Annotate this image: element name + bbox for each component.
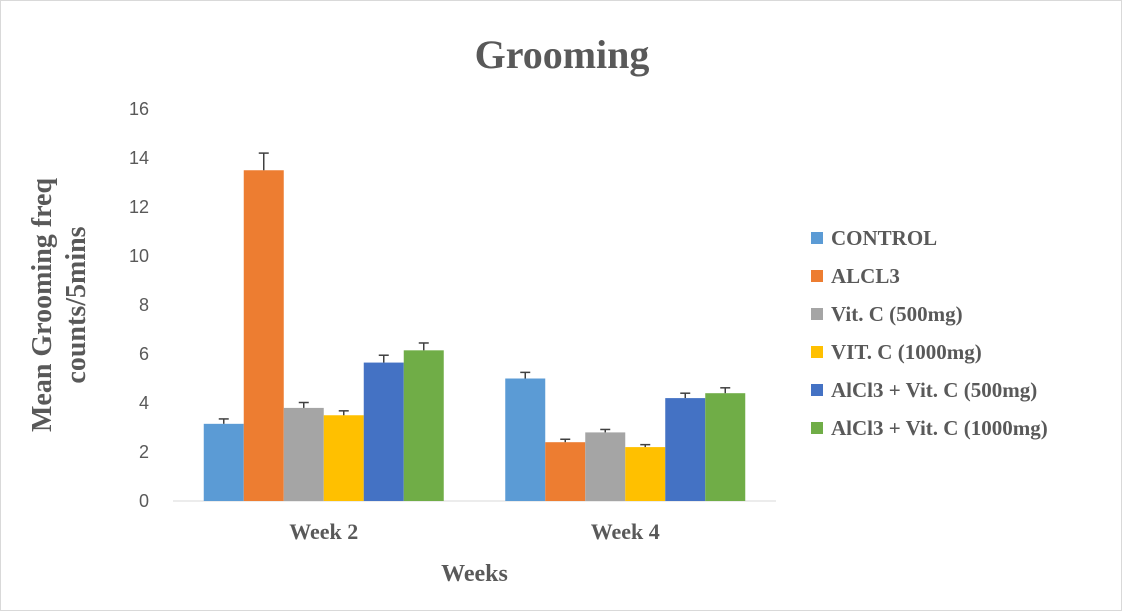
legend-swatch-4 <box>811 346 823 358</box>
bar-3-1 <box>283 407 324 501</box>
legend-label-6: AlCl3 + Vit. C (1000mg) <box>831 416 1048 440</box>
y-tick-label-3: 6 <box>139 344 149 364</box>
legend-swatch-5 <box>811 384 823 396</box>
y-axis-title: Mean Grooming freq counts/5mins <box>27 178 92 432</box>
y-tick-label-7: 14 <box>129 148 149 168</box>
legend-swatch-2 <box>811 270 823 282</box>
y-tick-label-8: 16 <box>129 99 149 119</box>
x-category-label-1: Week 2 <box>289 519 358 544</box>
bar-4-1 <box>323 415 364 501</box>
legend-swatch-6 <box>811 422 823 434</box>
y-tick-label-1: 2 <box>139 442 149 462</box>
x-category-label-2: Week 4 <box>591 519 660 544</box>
legend-swatch-3 <box>811 308 823 320</box>
bar-6-2 <box>705 393 746 501</box>
y-axis-title-line-2: counts/5mins <box>61 226 92 383</box>
y-tick-label-6: 12 <box>129 197 149 217</box>
bar-1-2 <box>505 378 546 501</box>
bar-3-2 <box>585 432 626 501</box>
chart-title: Grooming <box>474 32 650 77</box>
bar-2-1 <box>243 170 284 501</box>
bar-5-2 <box>665 398 706 501</box>
legend-label-4: VIT. C (1000mg) <box>831 340 982 364</box>
y-tick-label-0: 0 <box>139 491 149 511</box>
legend-label-3: Vit. C (500mg) <box>831 302 963 326</box>
legend-label-1: CONTROL <box>831 226 937 250</box>
y-tick-label-4: 8 <box>139 295 149 315</box>
bar-5-1 <box>363 362 404 501</box>
bar-1-1 <box>203 423 244 501</box>
legend-label-5: AlCl3 + Vit. C (500mg) <box>831 378 1037 402</box>
bar-2-2 <box>545 442 586 501</box>
y-axis-title-line-1: Mean Grooming freq <box>27 178 58 432</box>
bar-6-1 <box>403 350 444 501</box>
legend-label-2: ALCL3 <box>831 264 900 288</box>
y-tick-label-5: 10 <box>129 246 149 266</box>
bar-4-2 <box>625 447 666 501</box>
y-tick-label-2: 4 <box>139 393 149 413</box>
legend-swatch-1 <box>811 232 823 244</box>
x-axis-title: Weeks <box>441 561 508 587</box>
